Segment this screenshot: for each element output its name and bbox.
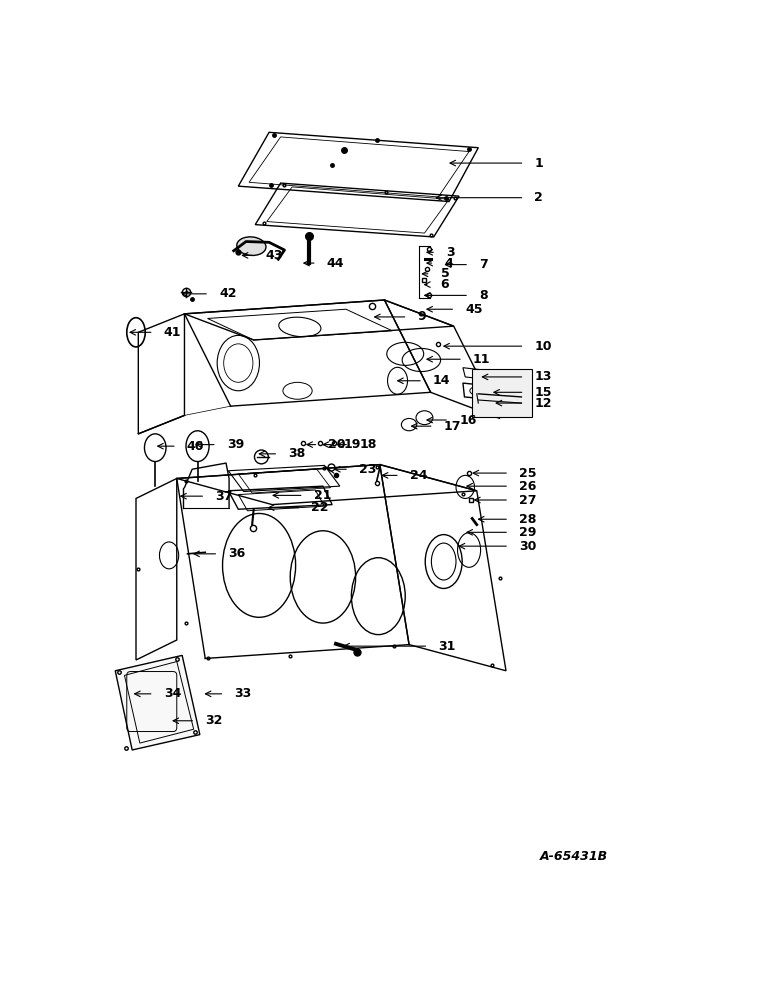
Text: 45: 45 xyxy=(466,303,482,316)
Text: 8: 8 xyxy=(479,289,488,302)
Polygon shape xyxy=(115,655,200,750)
Text: 44: 44 xyxy=(327,257,344,270)
Text: 11: 11 xyxy=(473,353,490,366)
Text: 5: 5 xyxy=(441,267,449,280)
Text: 40: 40 xyxy=(187,440,205,453)
Text: 15: 15 xyxy=(534,386,552,399)
Text: 39: 39 xyxy=(227,438,244,451)
Text: 43: 43 xyxy=(266,249,283,262)
Ellipse shape xyxy=(237,237,266,255)
Text: 2: 2 xyxy=(534,191,543,204)
Text: 42: 42 xyxy=(219,287,236,300)
Text: 16: 16 xyxy=(459,414,476,427)
Text: 31: 31 xyxy=(438,640,455,653)
Text: 23: 23 xyxy=(359,463,377,476)
Text: 14: 14 xyxy=(433,374,450,387)
Text: 25: 25 xyxy=(519,467,537,480)
Text: 27: 27 xyxy=(519,494,537,507)
Text: 22: 22 xyxy=(311,501,329,514)
Text: A-65431B: A-65431B xyxy=(540,850,608,863)
Text: 9: 9 xyxy=(418,310,426,323)
Text: 10: 10 xyxy=(534,340,552,353)
Text: 13: 13 xyxy=(534,370,552,383)
Text: 4: 4 xyxy=(445,257,453,270)
Text: 36: 36 xyxy=(229,547,245,560)
Text: 37: 37 xyxy=(215,490,232,503)
Text: 7: 7 xyxy=(479,258,488,271)
Text: 26: 26 xyxy=(519,480,537,493)
Text: 17: 17 xyxy=(444,420,461,433)
Text: 12: 12 xyxy=(534,397,552,410)
Text: 3: 3 xyxy=(446,246,455,259)
Text: 41: 41 xyxy=(164,326,181,339)
Text: 30: 30 xyxy=(519,540,537,553)
Text: 29: 29 xyxy=(519,526,537,539)
Text: 18: 18 xyxy=(359,438,377,451)
Text: 32: 32 xyxy=(205,714,222,727)
Text: 21: 21 xyxy=(313,489,331,502)
Bar xyxy=(472,369,532,417)
Text: 34: 34 xyxy=(164,687,181,700)
Text: 6: 6 xyxy=(440,278,449,291)
Text: 24: 24 xyxy=(410,469,428,482)
Text: 19: 19 xyxy=(344,438,361,451)
Text: 20: 20 xyxy=(328,438,346,451)
Text: 28: 28 xyxy=(519,513,537,526)
Text: 38: 38 xyxy=(288,447,306,460)
Text: 1: 1 xyxy=(534,157,543,170)
Text: 33: 33 xyxy=(235,687,252,700)
